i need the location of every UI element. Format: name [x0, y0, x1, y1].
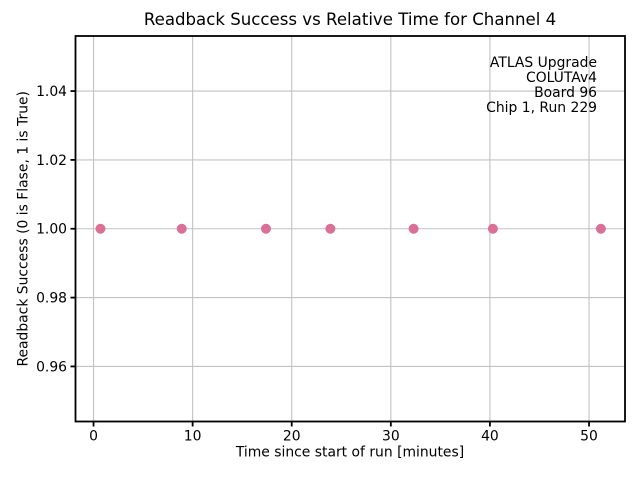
y-tick-label: 1.02 — [36, 153, 67, 169]
x-tick-label: 40 — [481, 429, 499, 445]
scatter-points — [95, 223, 606, 234]
x-tick-label: 30 — [382, 429, 400, 445]
chart-title: Readback Success vs Relative Time for Ch… — [144, 10, 556, 29]
data-point — [595, 223, 606, 234]
y-tick-label: 0.96 — [36, 359, 67, 375]
annotation-line-4: Chip 1, Run 229 — [486, 100, 597, 116]
annotation-line-1: ATLAS Upgrade — [490, 55, 597, 71]
y-tick-label: 1.00 — [36, 222, 67, 238]
data-point — [95, 223, 106, 234]
tick-layer: 0 10 20 30 40 50 0.96 0.98 1.00 1.02 1.04 — [36, 84, 598, 445]
data-point — [260, 223, 271, 234]
y-axis-label: Readback Success (0 is Flase, 1 is True) — [16, 91, 32, 367]
y-tick-label: 0.98 — [36, 290, 67, 306]
x-tick-label: 20 — [283, 429, 301, 445]
data-point — [176, 223, 187, 234]
annotation-text: ATLAS Upgrade COLUTAv4 Board 96 Chip 1, … — [486, 55, 597, 116]
x-axis-label: Time since start of run [minutes] — [235, 445, 464, 461]
data-point — [325, 223, 336, 234]
x-tick-label: 50 — [580, 429, 598, 445]
x-tick-label: 0 — [89, 429, 98, 445]
annotation-line-3: Board 96 — [534, 85, 597, 101]
data-point — [487, 223, 498, 234]
x-tick-label: 10 — [184, 429, 202, 445]
y-tick-label: 1.04 — [36, 84, 67, 100]
data-point — [408, 223, 419, 234]
annotation-line-2: COLUTAv4 — [526, 70, 597, 86]
